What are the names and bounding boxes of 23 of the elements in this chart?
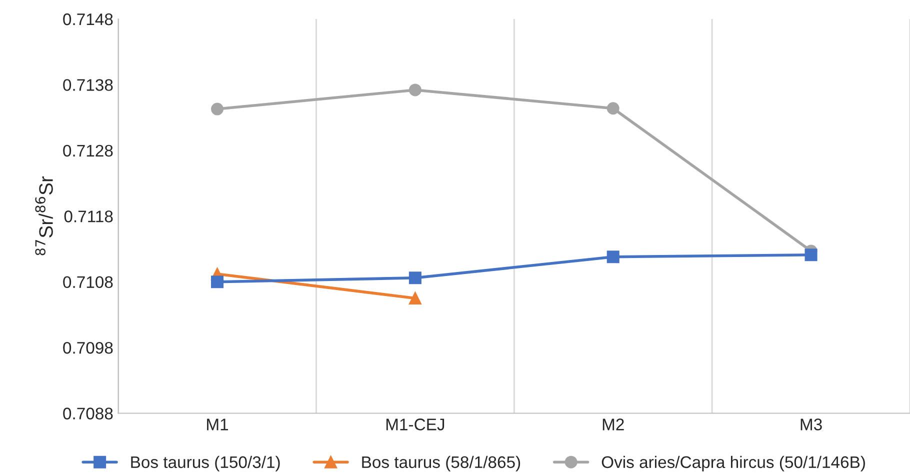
y-tick-label: 0.7148 bbox=[63, 13, 113, 26]
point bbox=[408, 84, 422, 96]
point bbox=[408, 272, 422, 284]
x-tick-label: M2 bbox=[602, 418, 624, 430]
point bbox=[606, 102, 620, 115]
legend-label: Bos taurus (58/1/865) bbox=[362, 456, 520, 472]
y-tick-label: 0.7118 bbox=[64, 210, 113, 222]
y-tick-label: 0.7088 bbox=[63, 408, 113, 420]
y-tick-label: 0.7138 bbox=[63, 79, 113, 91]
legend-label: Bos taurus (150/3/1) bbox=[131, 456, 280, 472]
x-tick-label: M1 bbox=[207, 418, 228, 430]
point bbox=[408, 292, 422, 305]
x-tick-label: M1-CEJ bbox=[386, 418, 444, 430]
legend-label: Ovis aries/Capra hircus (50/1/146B) bbox=[602, 456, 865, 472]
point bbox=[804, 248, 818, 262]
point bbox=[211, 102, 224, 116]
y-axis-title: $^{87}$Sr/$^{86}$Sr bbox=[35, 176, 53, 256]
point bbox=[606, 250, 620, 264]
point bbox=[211, 276, 224, 288]
x-tick-label: M3 bbox=[800, 418, 822, 430]
y-tick-label: 0.7128 bbox=[63, 144, 113, 157]
y-tick-label: 0.7108 bbox=[63, 276, 113, 288]
y-tick-label: 0.7098 bbox=[63, 342, 113, 354]
